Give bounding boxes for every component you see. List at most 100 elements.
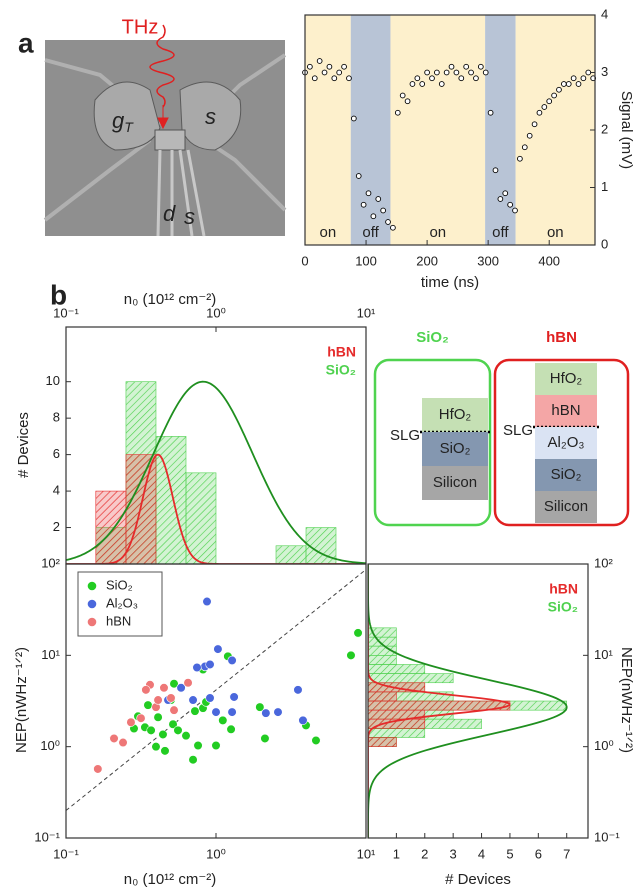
data-point — [434, 69, 440, 76]
data-point — [229, 692, 239, 702]
y-tick-label: 10⁻¹ — [34, 829, 60, 844]
histogram-bars — [95, 381, 337, 564]
gate-main: g — [112, 108, 125, 133]
data-point — [482, 69, 489, 76]
stack-layer — [422, 466, 488, 500]
source-pad — [179, 81, 242, 151]
bar — [368, 737, 397, 747]
y-tick-label: 10² — [41, 555, 60, 570]
data-point — [311, 75, 318, 82]
x-tick-label: 0 — [301, 253, 308, 268]
data-point — [298, 715, 308, 725]
legend-label: SiO₂ — [326, 362, 356, 378]
x-tick-label: 10⁻¹ — [53, 305, 79, 320]
data-point — [546, 98, 553, 105]
data-point — [521, 144, 528, 151]
data-point — [159, 683, 169, 693]
data-point — [118, 737, 128, 748]
y-axis-label: Signal (mV) — [618, 91, 635, 169]
data-point — [404, 98, 411, 105]
bar — [368, 627, 397, 638]
data-point — [353, 628, 363, 638]
data-point — [311, 735, 321, 746]
region — [305, 15, 351, 245]
data-point — [341, 63, 347, 70]
region — [515, 15, 595, 245]
layer-label: HfO₂ — [439, 406, 472, 423]
y-tick-label: 10² — [594, 555, 613, 570]
data-point — [316, 58, 323, 64]
x-tick-label: 10⁻¹ — [53, 846, 79, 861]
data-point — [307, 63, 313, 70]
data-point — [438, 81, 445, 87]
legend-label: hBN — [549, 581, 578, 597]
legend-marker — [87, 581, 97, 591]
data-point — [487, 109, 494, 116]
x-tick-label: 7 — [563, 846, 570, 861]
data-point — [409, 81, 416, 87]
data-point — [183, 678, 193, 688]
data-point — [536, 109, 543, 116]
data-point — [211, 707, 221, 717]
plot-frame — [367, 563, 589, 839]
bar — [368, 691, 397, 702]
data-point — [360, 201, 367, 208]
y-tick-label: 2 — [601, 121, 608, 136]
data-point — [375, 196, 382, 202]
channel — [154, 129, 186, 151]
y-tick-label: 10⁻¹ — [594, 829, 620, 844]
region-label: on — [429, 224, 446, 241]
data-point — [202, 596, 212, 607]
stack-layer — [535, 363, 597, 395]
stack-layer — [535, 395, 597, 427]
y-tick-label: 10¹ — [594, 647, 613, 662]
panel-label: a — [18, 27, 34, 58]
data-point — [443, 69, 450, 76]
data-point — [192, 662, 202, 673]
data-point — [181, 731, 191, 741]
data-point — [570, 75, 577, 82]
sem-image: THz gT s d s — [43, 16, 287, 237]
data-point — [213, 644, 223, 654]
x-tick-label: 300 — [477, 253, 499, 268]
x-axis-label: n₀ (10¹² cm⁻²) — [124, 871, 216, 888]
y-tick-label: 4 — [53, 483, 60, 498]
legend-label: SiO₂ — [106, 577, 133, 592]
x-tick-label: 4 — [478, 846, 485, 861]
legend-marker — [87, 599, 97, 609]
x-tick-label: 2 — [421, 846, 428, 861]
data-point — [293, 685, 303, 695]
legend-label: hBN — [106, 613, 131, 628]
data-point — [453, 69, 460, 76]
layer-label: SiO₂ — [440, 440, 471, 457]
gate-pad — [93, 81, 161, 151]
data-point — [146, 725, 156, 735]
data-point — [473, 75, 479, 82]
data-point — [346, 650, 356, 660]
data-point — [193, 740, 203, 751]
y-tick-label: 8 — [53, 410, 60, 425]
y-tick-label: 10¹ — [41, 647, 60, 662]
data-point — [565, 81, 572, 87]
stack-frame — [493, 358, 630, 527]
data-point — [331, 75, 338, 82]
data-point — [255, 702, 265, 712]
layer-label: HfO₂ — [550, 370, 583, 387]
x-tick-label: 100 — [355, 253, 377, 268]
bar — [95, 490, 127, 564]
thz-arrow — [157, 105, 169, 130]
source-label: s — [205, 104, 216, 129]
data-point — [160, 746, 170, 756]
y-axis-label: NEP(nWHz⁻¹ᐟ²) — [13, 647, 30, 753]
data-point — [166, 693, 176, 703]
data-point — [517, 155, 523, 162]
legend-label: Al₂O₃ — [106, 595, 138, 610]
data-point — [370, 213, 377, 220]
gate-sub: T — [124, 119, 134, 135]
layer-label: Al₂O₃ — [548, 434, 585, 451]
data-point — [399, 92, 406, 99]
data-point — [260, 733, 270, 744]
stack-layer — [422, 432, 488, 466]
data-point — [326, 63, 333, 70]
data-point — [561, 81, 567, 87]
